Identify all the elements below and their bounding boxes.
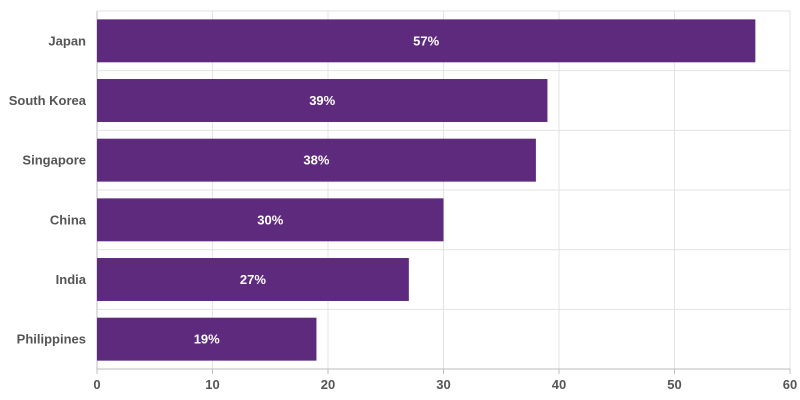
bar bbox=[97, 138, 536, 182]
x-tick-label: 10 bbox=[205, 377, 219, 392]
data-label: 57% bbox=[413, 33, 439, 48]
x-tick-label: 0 bbox=[93, 377, 100, 392]
x-tick-label: 30 bbox=[436, 377, 450, 392]
bar bbox=[97, 19, 756, 63]
grid bbox=[96, 10, 791, 370]
category-label: China bbox=[50, 212, 87, 227]
x-tick-label: 50 bbox=[667, 377, 681, 392]
category-label: India bbox=[56, 272, 87, 287]
category-label: Singapore bbox=[22, 153, 86, 168]
x-tick-label: 40 bbox=[552, 377, 566, 392]
category-label: South Korea bbox=[9, 93, 87, 108]
category-label: Philippines bbox=[17, 332, 86, 347]
category-label: Japan bbox=[48, 33, 86, 48]
bar bbox=[97, 198, 444, 242]
data-label: 27% bbox=[240, 272, 266, 287]
bar bbox=[97, 317, 317, 361]
bar bbox=[97, 79, 548, 122]
x-tick-label: 20 bbox=[321, 377, 335, 392]
data-label: 39% bbox=[309, 93, 335, 108]
bar bbox=[97, 258, 409, 301]
x-axis: 0 10 20 30 40 50 60 bbox=[93, 369, 797, 392]
data-label: 38% bbox=[303, 153, 329, 168]
bars: 57% 39% 38% 30% 27% 19% bbox=[97, 19, 756, 361]
category-labels: Japan South Korea Singapore China India Phili… bbox=[9, 33, 87, 346]
data-label: 30% bbox=[257, 212, 283, 227]
data-label: 19% bbox=[194, 332, 220, 347]
x-tick-label: 60 bbox=[783, 377, 797, 392]
